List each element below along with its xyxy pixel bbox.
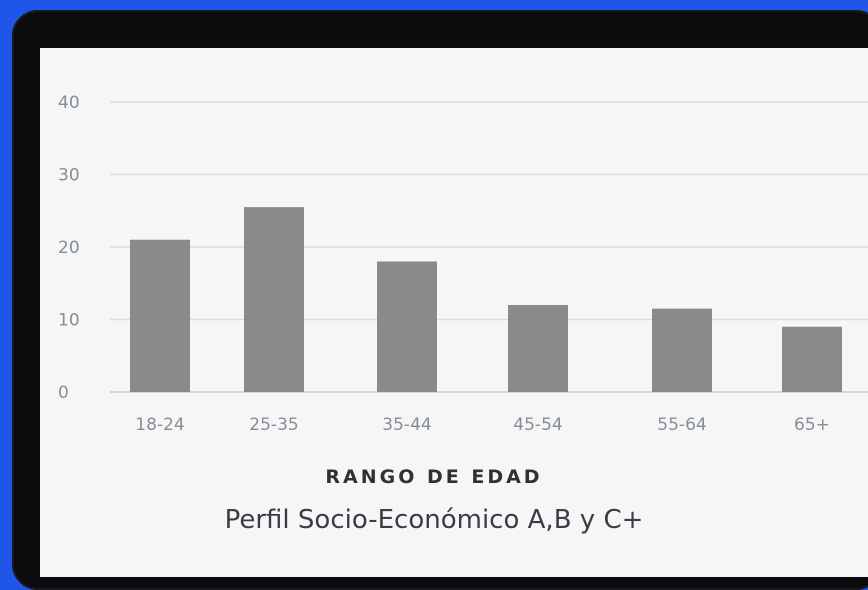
x-axis-title: RANGO DE EDAD [325,466,543,488]
x-tick-label: 35-44 [382,415,431,435]
y-tick-label: 0 [58,383,69,403]
x-tick-label: 45-54 [513,415,562,435]
x-tick-label: 18-24 [135,415,184,435]
y-tick-label: 20 [58,238,80,258]
bars [130,207,842,392]
bar-35-44 [377,261,437,392]
bar-45-54 [508,305,568,392]
bar-18-24 [130,239,190,392]
grid-lines [110,101,868,393]
x-tick-label: 65+ [794,415,830,435]
bar-65+ [782,326,842,392]
y-tick-label: 10 [58,311,80,331]
x-axis-ticks: 18-24 25-35 35-44 45-54 55-64 65+ [135,415,830,435]
chart-title: Perfil Socio-Económico A,B y C+ [224,505,644,535]
x-tick-label: 25-35 [249,415,298,435]
y-tick-label: 30 [58,166,80,186]
y-tick-label: 40 [58,93,80,113]
x-tick-label: 55-64 [657,415,706,435]
bar-25-35 [244,207,304,392]
bar-55-64 [652,308,712,392]
y-axis-ticks: 0 10 20 30 40 [58,93,80,403]
bar-chart: 0 10 20 30 40 18-24 25-35 35-44 45-54 55-64 65+ [58,93,868,435]
